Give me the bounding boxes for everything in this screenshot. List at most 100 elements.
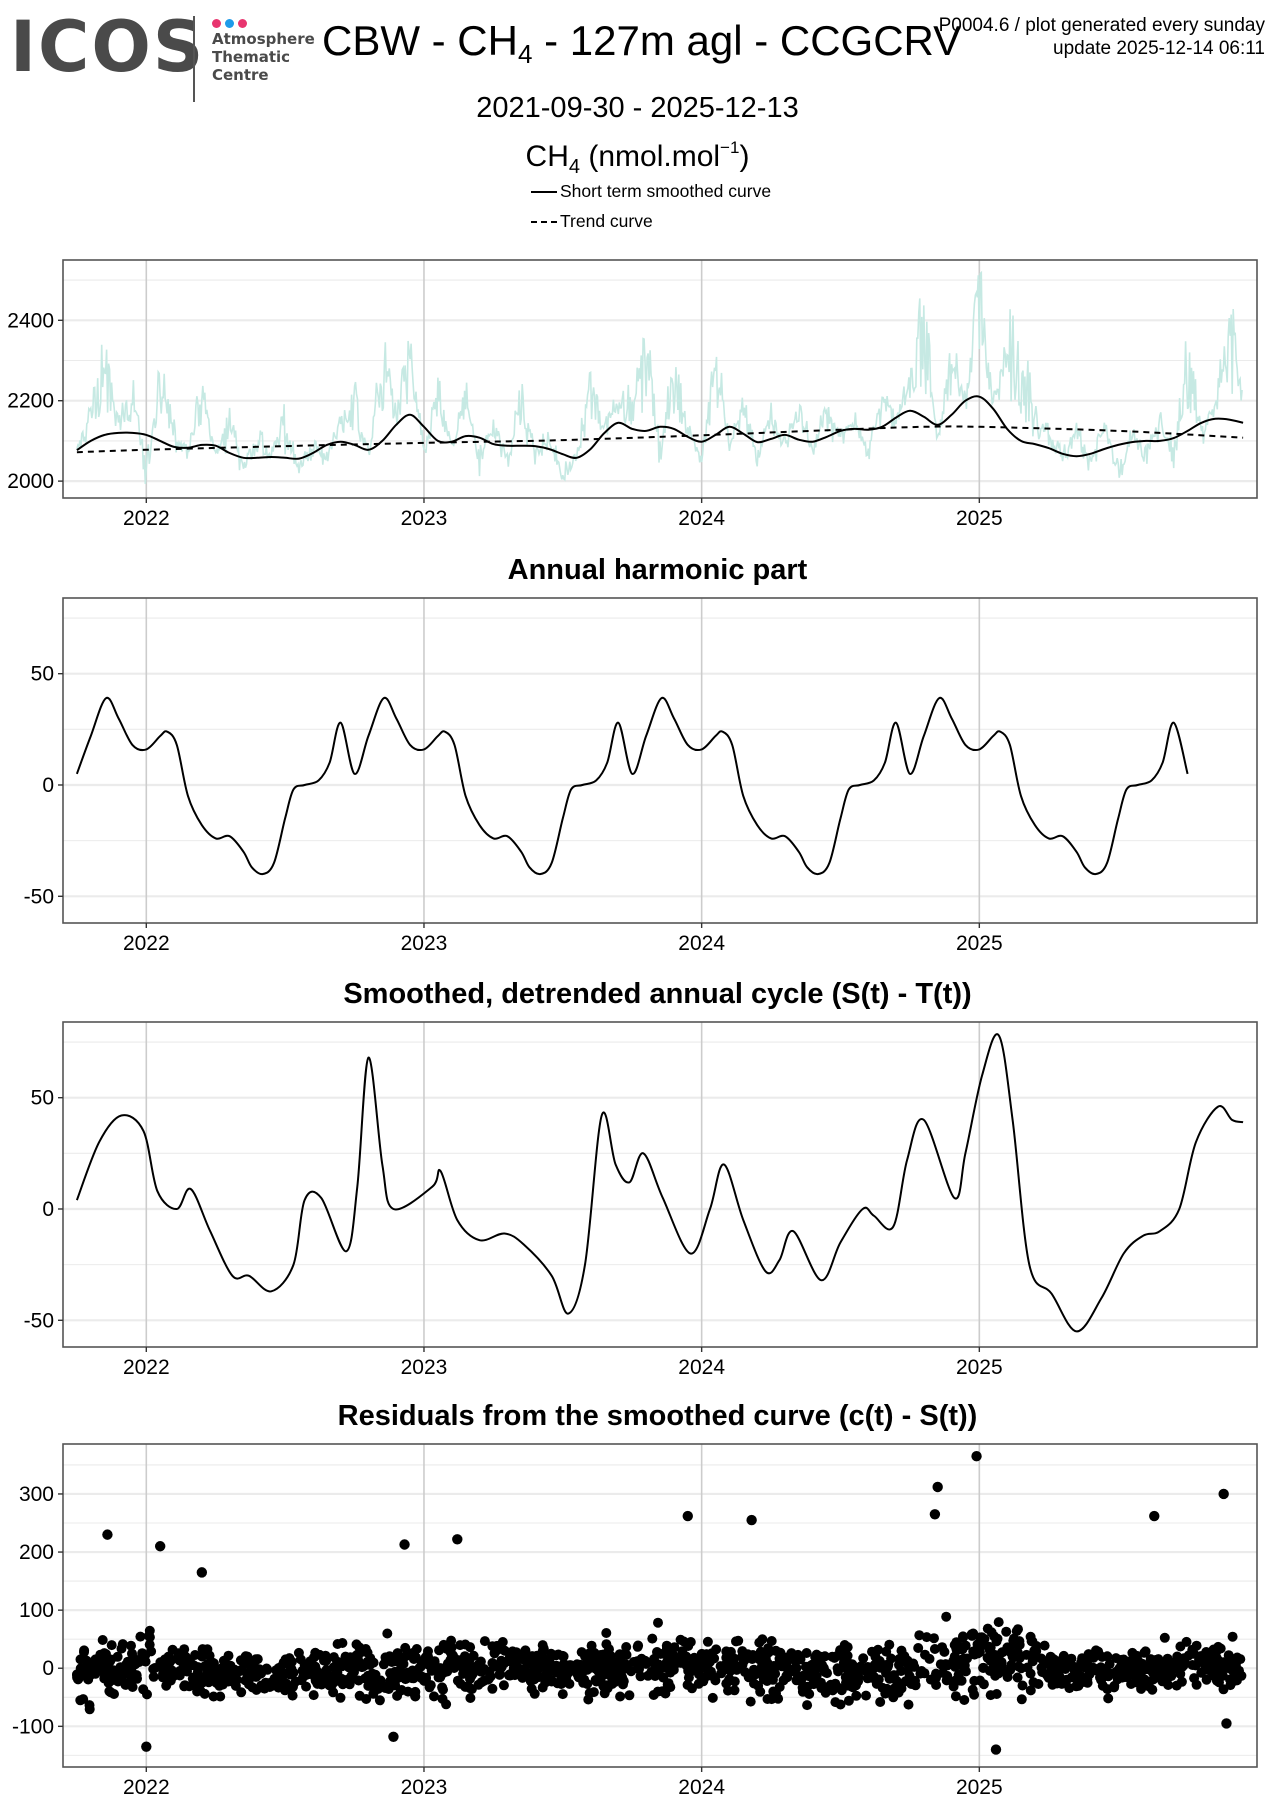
data-point (655, 1648, 666, 1659)
title-prefix: CBW - CH (322, 17, 518, 64)
data-point (1008, 1633, 1019, 1644)
logo-line: Thematic (212, 48, 291, 66)
data-point (745, 1696, 756, 1707)
data-point (84, 1704, 95, 1715)
data-point (883, 1660, 893, 1671)
data-point (395, 1685, 406, 1696)
data-point (661, 1662, 671, 1673)
data-point (835, 1645, 846, 1656)
y-tick-label: 2400 (7, 309, 54, 332)
data-point (1072, 1671, 1083, 1682)
data-point (1235, 1654, 1246, 1665)
data-point (479, 1636, 490, 1647)
data-point (956, 1675, 967, 1686)
data-point-outlier (141, 1741, 152, 1752)
data-point (286, 1656, 297, 1667)
logo-line: Centre (212, 66, 269, 84)
data-point (595, 1658, 606, 1669)
data-point (906, 1679, 917, 1689)
data-point (733, 1635, 744, 1646)
y-tick-label: 300 (19, 1483, 54, 1506)
data-point (833, 1666, 844, 1677)
y-tick-label: 2200 (7, 390, 54, 413)
data-point (162, 1664, 173, 1675)
data-point (935, 1659, 946, 1670)
smoothed-curve (75, 1033, 1244, 1333)
data-point (1150, 1655, 1161, 1665)
data-point (858, 1653, 869, 1664)
data-point (795, 1673, 805, 1684)
data-point (149, 1663, 160, 1673)
data-point (535, 1649, 546, 1660)
y-tick-label: -50 (24, 885, 54, 908)
data-point (1073, 1680, 1084, 1691)
data-point (161, 1680, 172, 1691)
data-point (75, 1663, 86, 1674)
data-point (615, 1691, 626, 1702)
data-point-outlier (196, 1567, 208, 1578)
units-label: CH4 (nmol.mol−1) (0, 139, 1275, 177)
data-point (861, 1690, 871, 1701)
data-point (148, 1671, 159, 1682)
data-point (217, 1664, 227, 1675)
y-tick-label: -50 (24, 1309, 54, 1332)
data-point (916, 1666, 927, 1676)
data-point (811, 1658, 822, 1668)
data-point (601, 1639, 612, 1650)
data-point (808, 1679, 819, 1690)
data-point (1097, 1651, 1108, 1662)
data-point (182, 1666, 192, 1677)
panel-title-harmonic: Annual harmonic part (507, 554, 808, 586)
data-point (621, 1642, 632, 1652)
x-tick-label: 2022 (123, 1356, 170, 1379)
data-point (548, 1662, 559, 1673)
y-tick-label: 50 (31, 1087, 54, 1110)
data-point (1215, 1643, 1226, 1654)
data-point (618, 1679, 628, 1690)
data-point (797, 1686, 808, 1697)
data-point (106, 1640, 117, 1651)
data-point (125, 1667, 135, 1678)
data-point (411, 1644, 422, 1654)
data-point (991, 1689, 1002, 1699)
data-point (843, 1695, 854, 1706)
title-suffix: - 127m agl - CCGCRV (532, 17, 962, 64)
data-point-outlier (452, 1534, 463, 1545)
data-point (329, 1676, 340, 1687)
data-point (1025, 1668, 1036, 1679)
data-point (1157, 1662, 1168, 1673)
data-point (866, 1672, 877, 1683)
data-point (774, 1653, 785, 1664)
data-point (499, 1658, 509, 1669)
data-point (867, 1646, 877, 1657)
data-point (607, 1657, 618, 1668)
data-point (802, 1700, 813, 1711)
plot-background (63, 598, 1257, 923)
x-tick-label: 2025 (956, 1776, 1003, 1799)
x-tick-label: 2024 (678, 1356, 725, 1379)
data-point (197, 1651, 207, 1662)
x-tick-label: 2023 (401, 1776, 448, 1799)
data-point (465, 1642, 476, 1653)
data-point (487, 1683, 498, 1694)
data-point (179, 1644, 190, 1655)
data-point (925, 1674, 936, 1685)
logo-line: Atmosphere (212, 30, 315, 48)
data-point (518, 1654, 529, 1665)
data-point (895, 1680, 906, 1691)
data-point (436, 1668, 447, 1679)
data-point (874, 1656, 885, 1666)
logo-dot (225, 19, 234, 28)
data-point (653, 1617, 663, 1628)
plot-metadata: P0004.6 / plot generated every sunday up… (939, 14, 1265, 60)
plot-border (62, 259, 1258, 499)
data-point (172, 1652, 183, 1663)
data-point (1009, 1652, 1020, 1662)
trend-curve (76, 425, 1244, 454)
data-point (588, 1687, 599, 1698)
data-point (635, 1671, 646, 1682)
data-point (803, 1670, 813, 1681)
data-point (624, 1690, 635, 1701)
legend-item-trend: Trend curve (531, 212, 653, 231)
